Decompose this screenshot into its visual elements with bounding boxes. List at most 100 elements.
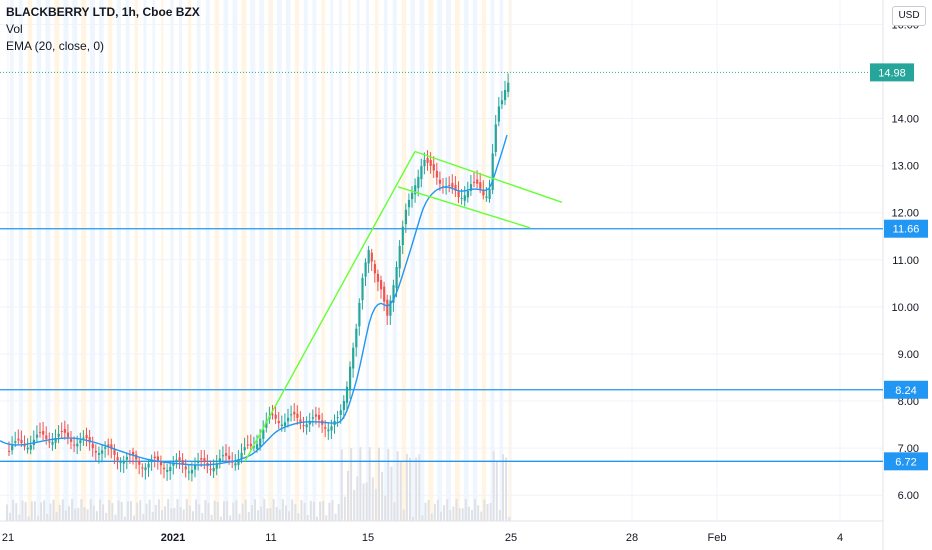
- volume-bar: [347, 470, 349, 521]
- candle-body: [401, 226, 404, 246]
- volume-bar: [229, 515, 232, 521]
- candle-body: [159, 461, 163, 466]
- volume-bar: [371, 477, 374, 521]
- volume-bar: [374, 488, 377, 521]
- volume-bar: [455, 499, 458, 521]
- trendline: [244, 151, 416, 462]
- volume-bar: [161, 510, 163, 521]
- candle-body: [476, 179, 479, 184]
- volume-bar: [288, 511, 291, 521]
- candle-body: [228, 455, 231, 460]
- candle-body: [39, 431, 42, 433]
- volume-bar: [21, 500, 24, 521]
- session-shade: [125, 0, 130, 521]
- session-shade: [499, 0, 504, 521]
- candle-body: [454, 184, 457, 191]
- symbol-title[interactable]: BLACKBERRY LTD, 1h, Cboe BZX: [6, 5, 200, 19]
- session-shade: [107, 0, 113, 521]
- session-shade: [250, 0, 256, 521]
- volume-bar: [427, 500, 430, 521]
- candle-body: [194, 465, 197, 470]
- candle-body: [311, 417, 314, 419]
- volume-bar: [430, 513, 433, 521]
- candle-body: [349, 366, 352, 390]
- candle-body: [107, 444, 110, 447]
- volume-bar: [415, 457, 418, 521]
- session-shade: [116, 0, 121, 521]
- volume-bar: [40, 502, 43, 521]
- candle-body: [70, 439, 73, 442]
- volume-bar: [46, 513, 49, 521]
- candle-body: [460, 197, 463, 199]
- candle-body: [274, 414, 277, 419]
- candle-body: [42, 431, 45, 435]
- session-shade: [188, 0, 192, 521]
- volume-bar: [123, 516, 126, 521]
- volume-bar: [405, 453, 408, 521]
- volume-bar: [356, 476, 359, 521]
- candle-body: [497, 106, 500, 122]
- session-shade: [339, 0, 342, 521]
- volume-bar: [505, 457, 508, 521]
- volume-bar: [250, 505, 253, 521]
- volume-bar: [350, 447, 353, 521]
- volume-bar: [325, 515, 328, 521]
- volume-bar: [492, 451, 495, 521]
- currency-label[interactable]: USD: [892, 6, 926, 26]
- volume-bar: [365, 482, 368, 521]
- candle-body: [463, 195, 466, 201]
- session-shade: [348, 0, 351, 521]
- candle-body: [20, 439, 23, 444]
- volume-bar: [86, 509, 89, 521]
- volume-bar: [269, 508, 272, 521]
- ema-indicator-label[interactable]: EMA (20, close, 0): [6, 39, 105, 53]
- session-shade: [321, 0, 325, 521]
- candle-body: [473, 181, 476, 183]
- volume-bar: [312, 501, 315, 521]
- candle-body: [175, 459, 178, 461]
- candle-body: [491, 153, 494, 190]
- candle-body: [249, 443, 252, 447]
- volume-bar: [266, 508, 269, 521]
- candle-body: [361, 277, 364, 301]
- volume-bar: [291, 499, 294, 521]
- x-tick-label: 4: [837, 532, 843, 544]
- candle-body: [407, 199, 411, 208]
- volume-bar: [477, 505, 480, 521]
- volume-bar: [343, 496, 346, 521]
- volume-bar: [52, 499, 55, 521]
- candle-body: [392, 285, 395, 303]
- volume-bar: [64, 510, 67, 521]
- candle-body: [122, 460, 125, 464]
- volume-bar: [244, 499, 247, 521]
- volume-bar: [99, 499, 101, 521]
- candle-body: [414, 185, 417, 195]
- volume-bar: [77, 507, 80, 521]
- candle-body: [212, 468, 215, 472]
- candle-body: [26, 447, 29, 450]
- candle-body: [190, 469, 194, 474]
- candle-body: [66, 432, 70, 438]
- candle-body: [485, 196, 488, 198]
- volume-bar: [319, 501, 322, 521]
- candle-body: [35, 434, 39, 438]
- volume-bar: [418, 454, 421, 521]
- volume-bar: [12, 499, 15, 521]
- candle-body: [345, 386, 349, 403]
- candle-body: [57, 433, 60, 437]
- volume-bar: [182, 509, 185, 521]
- volume-bar: [306, 514, 309, 521]
- volume-bar: [55, 512, 58, 521]
- candle-body: [234, 463, 237, 466]
- candle-body: [215, 463, 218, 469]
- candle-body: [398, 245, 401, 269]
- candle-body: [352, 347, 355, 369]
- volume-bar: [207, 502, 210, 521]
- candle-body: [187, 471, 190, 473]
- session-shade: [437, 0, 443, 521]
- volume-bar: [33, 501, 36, 521]
- candle-body: [457, 190, 460, 198]
- level-price-badge: [884, 452, 928, 471]
- vol-indicator-label[interactable]: Vol: [6, 22, 23, 36]
